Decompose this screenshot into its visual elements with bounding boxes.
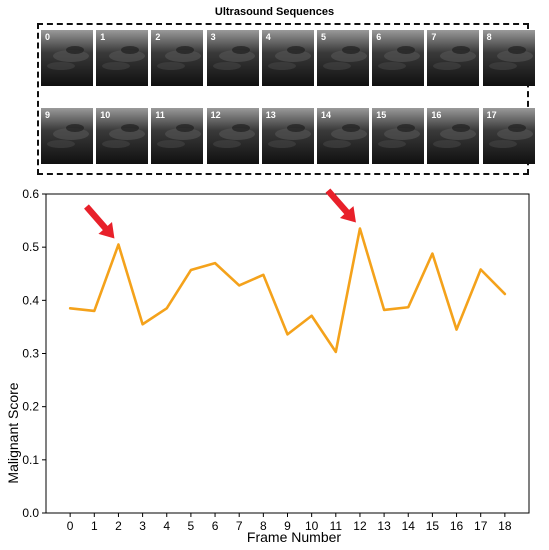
- ultrasound-image: [482, 108, 535, 164]
- x-tick-label: 1: [91, 519, 98, 533]
- frame-index-label: 8: [486, 32, 492, 42]
- ultrasound-frame-thumbnail: 10: [96, 108, 149, 164]
- x-tick-label: 16: [450, 519, 464, 533]
- ultrasound-frame-thumbnail: 1: [96, 30, 149, 86]
- ultrasound-frame-thumbnail: 3: [206, 30, 259, 86]
- ultrasound-frame-thumbnail: 9: [41, 108, 93, 164]
- frame-index-label: 15: [376, 110, 387, 120]
- frame-index-label: 17: [486, 110, 497, 120]
- arrow-shape: [325, 188, 356, 223]
- ultrasound-frame-thumbnail: 7: [427, 30, 480, 86]
- ultrasound-image: [261, 30, 314, 86]
- frame-index-label: 3: [210, 32, 216, 42]
- ultrasound-image: [317, 30, 369, 86]
- sequences-title: Ultrasound Sequences: [214, 6, 335, 18]
- chart-axes: [45, 193, 530, 514]
- ultrasound-image: [41, 30, 93, 86]
- frame-index-label: 6: [376, 32, 382, 42]
- y-tick-label: 0.4: [22, 293, 39, 307]
- x-tick-label: 18: [498, 519, 512, 533]
- frame-index-label: 14: [321, 110, 332, 120]
- ultrasound-frame-thumbnail: 14: [317, 108, 369, 164]
- ultrasound-image: [151, 30, 204, 86]
- y-axis-label: Malignant Score: [5, 382, 21, 483]
- x-tick-label: 17: [474, 519, 488, 533]
- ultrasound-image: [96, 108, 149, 164]
- ultrasound-image: [206, 30, 259, 86]
- ultrasound-frame-thumbnail: 8: [482, 30, 535, 86]
- ultrasound-frame-thumbnail: 16: [427, 108, 480, 164]
- x-tick-label: 7: [236, 519, 243, 533]
- y-tick-label: 0.1: [22, 453, 39, 467]
- frame-index-label: 11: [155, 110, 165, 120]
- x-tick-label: 10: [305, 519, 319, 533]
- x-axis-label: Frame Number: [247, 529, 341, 545]
- ultrasound-image: [41, 108, 93, 164]
- ultrasound-image: [482, 30, 535, 86]
- x-tick-label: 3: [139, 519, 146, 533]
- x-tick-label: 12: [353, 519, 367, 533]
- frame-index-label: 13: [265, 110, 276, 120]
- x-tick-label: 9: [284, 519, 291, 533]
- ultrasound-image: [427, 30, 480, 86]
- frame-index-label: 16: [431, 110, 442, 120]
- ultrasound-image: [151, 108, 204, 164]
- red-arrow-annotation: [84, 204, 115, 239]
- ultrasound-image: [261, 108, 314, 164]
- frame-index-label: 9: [45, 110, 51, 120]
- malignant-score-chart: 0.00.10.20.30.40.50.60 1 2 3 4 5 6 7 8 9 10 11 12 13 1…: [5, 187, 530, 545]
- ultrasound-image: [372, 30, 425, 86]
- ultrasound-frame-thumbnail: 4: [261, 30, 314, 86]
- x-tick-label: 13: [377, 519, 391, 533]
- ultrasound-frame-thumbnail: 6: [372, 30, 425, 86]
- score-line: [68, 227, 507, 354]
- ultrasound-image: [372, 108, 425, 164]
- frame-index-label: 4: [265, 32, 271, 42]
- x-tick-label: 14: [402, 519, 416, 533]
- frame-index-label: 0: [45, 32, 51, 42]
- frame-index-label: 12: [210, 110, 221, 120]
- frame-index-label: 5: [321, 32, 327, 42]
- ultrasound-frame-thumbnail: 17: [482, 108, 535, 164]
- chart-annotations: [84, 188, 356, 239]
- plot-frame: [45, 193, 530, 514]
- ultrasound-frame-thumbnail: 11: [151, 108, 204, 164]
- ultrasound-sequence-panel: [37, 23, 529, 175]
- y-tick-label: 0.2: [22, 400, 39, 414]
- ultrasound-frame-thumbnail: 0: [41, 30, 93, 86]
- x-tick-label: 11: [330, 519, 343, 533]
- ultrasound-image: [96, 30, 149, 86]
- y-tick-label: 0.3: [22, 347, 39, 361]
- frame-index-label: 1: [100, 32, 106, 42]
- chart-series: [68, 227, 507, 354]
- frame-index-label: 7: [431, 32, 437, 42]
- red-arrow-annotation: [325, 188, 356, 223]
- x-tick-label: 8: [260, 519, 267, 533]
- arrow-shape: [84, 204, 115, 239]
- ultrasound-frame-thumbnail: 13: [261, 108, 314, 164]
- x-tick-label: 5: [188, 519, 195, 533]
- ultrasound-frame-thumbnail: 15: [372, 108, 425, 164]
- frame-index-label: 10: [100, 110, 111, 120]
- ultrasound-image: [427, 108, 480, 164]
- y-tick-label: 0.5: [22, 240, 39, 254]
- y-tick-label: 0.0: [22, 506, 39, 520]
- ultrasound-frame-thumbnail: 2: [151, 30, 204, 86]
- y-tick-label: 0.6: [22, 187, 39, 201]
- frame-index-label: 2: [155, 32, 161, 42]
- x-tick-label: 4: [163, 519, 170, 533]
- chart-ticks: 0.00.10.20.30.40.50.60 1 2 3 4 5 6 7 8 9 10 11 12 13 1…: [22, 187, 512, 533]
- ultrasound-image: [206, 108, 259, 164]
- x-tick-label: 0: [67, 519, 74, 533]
- x-tick-label: 2: [115, 519, 122, 533]
- ultrasound-image: [317, 108, 369, 164]
- x-tick-label: 15: [426, 519, 440, 533]
- ultrasound-frame-thumbnail: 5: [317, 30, 369, 86]
- x-tick-label: 6: [212, 519, 219, 533]
- ultrasound-frame-thumbnail: 12: [206, 108, 259, 164]
